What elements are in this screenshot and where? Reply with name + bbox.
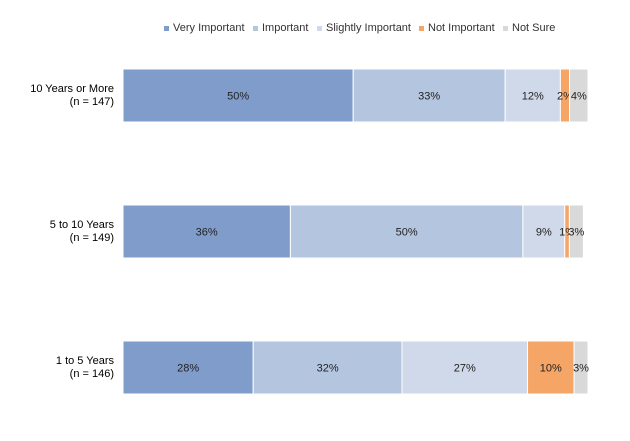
category-label-1-to-5-years: 1 to 5 Years (n = 146): [4, 355, 114, 381]
bar-segment-very-important: [122, 204, 291, 259]
data-label: 3%: [573, 363, 589, 375]
bar-segment-slightly-important: [504, 68, 561, 123]
legend-swatch: [419, 25, 424, 31]
data-label: 27%: [454, 363, 476, 375]
legend-label: Very Important: [173, 22, 245, 34]
legend-label: Not Important: [428, 22, 495, 34]
category-label-5-to-10-years: 5 to 10 Years (n = 149): [4, 219, 114, 245]
legend-swatch: [164, 25, 169, 31]
bar-segment-very-important: [122, 68, 354, 123]
legend-swatch: [317, 25, 322, 31]
bar-segment-important: [252, 340, 403, 395]
bar-segment-not-sure: [569, 68, 589, 123]
category-sample-size: (n = 149): [69, 232, 114, 244]
bar-segment-slightly-important: [522, 204, 566, 259]
data-label: 12%: [522, 91, 544, 103]
category-label-line: 10 Years or More: [30, 83, 114, 95]
legend-item-not-sure: Not Sure: [503, 22, 555, 34]
category-sample-size: (n = 146): [69, 368, 114, 380]
data-label: 28%: [177, 363, 199, 375]
legend-item-important: Important: [253, 22, 308, 34]
bar-segment-not-sure: [573, 340, 589, 395]
bar-segment-important: [352, 68, 506, 123]
data-label: 32%: [317, 363, 339, 375]
data-label: 50%: [396, 227, 418, 239]
legend-item-slightly-important: Slightly Important: [317, 22, 411, 34]
category-label-line: 1 to 5 Years: [55, 355, 114, 367]
legend: Very Important Important Slightly Import…: [0, 22, 630, 36]
bar-segment-not-sure: [568, 204, 584, 259]
bar-segment-not-important: [527, 340, 575, 395]
data-label: 4%: [571, 91, 587, 103]
data-label: 33%: [418, 91, 440, 103]
category-label-10-years-or-more: 10 Years or More (n = 147): [4, 83, 114, 109]
bar-segment-very-important: [122, 340, 254, 395]
legend-label: Not Sure: [512, 22, 556, 34]
legend-item-not-important: Not Important: [419, 22, 495, 34]
legend-item-very-important: Very Important: [164, 22, 245, 34]
legend-swatch: [253, 25, 258, 31]
bar-segment-important: [289, 204, 524, 259]
legend-swatch: [503, 25, 508, 31]
bar-segment-slightly-important: [401, 340, 529, 395]
legend-label: Slightly Important: [326, 22, 411, 34]
data-label: 36%: [196, 227, 218, 239]
legend-label: Important: [262, 22, 309, 34]
data-label: 3%: [568, 227, 584, 239]
data-label: 9%: [536, 227, 552, 239]
category-label-line: 5 to 10 Years: [49, 219, 114, 231]
data-label: 50%: [227, 91, 249, 103]
data-label: 10%: [540, 363, 562, 375]
category-sample-size: (n = 147): [69, 96, 114, 108]
